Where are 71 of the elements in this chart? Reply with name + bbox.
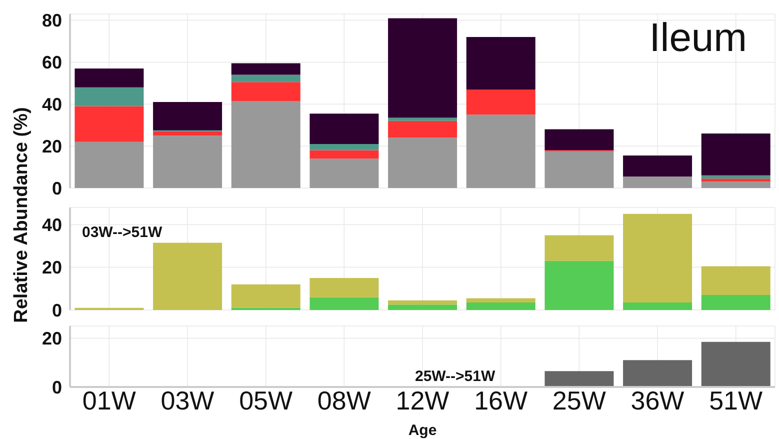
bar xyxy=(466,302,536,310)
y-tick-label: 20 xyxy=(42,328,62,349)
bar xyxy=(701,266,770,296)
bar xyxy=(544,151,614,188)
bar xyxy=(388,120,458,138)
y-tick-label: 60 xyxy=(42,52,62,73)
bar xyxy=(310,158,379,188)
bar xyxy=(310,278,379,298)
x-tick-label: 16W xyxy=(474,385,528,416)
y-tick-label: 40 xyxy=(42,94,62,115)
bar xyxy=(310,114,379,144)
bar xyxy=(623,156,692,176)
x-tick-label: 25W xyxy=(552,385,606,416)
bar xyxy=(466,114,536,188)
bar xyxy=(153,242,222,310)
chart-title: Ileum xyxy=(649,16,747,61)
x-axis-title: Age xyxy=(408,422,437,439)
bar xyxy=(544,129,614,150)
bar xyxy=(701,133,770,176)
bar xyxy=(623,302,692,310)
bar xyxy=(544,235,614,261)
bar xyxy=(74,68,144,88)
bar xyxy=(231,101,300,188)
bar xyxy=(701,342,770,387)
x-tick-label: 51W xyxy=(709,385,764,416)
bar xyxy=(388,18,458,118)
annotation: 03W-->51W xyxy=(82,224,162,241)
bar xyxy=(74,142,144,188)
y-tick-label: 0 xyxy=(52,178,62,198)
bar xyxy=(701,182,770,188)
bar xyxy=(310,150,379,159)
y-tick-label: 0 xyxy=(52,300,62,320)
bar xyxy=(701,295,770,310)
bar xyxy=(74,106,144,142)
bar xyxy=(310,144,379,150)
bar xyxy=(466,37,536,90)
bar xyxy=(388,138,458,188)
annotation: 25W-->51W xyxy=(415,368,496,385)
bar xyxy=(388,304,458,310)
bar xyxy=(544,260,614,310)
x-tick-label: 08W xyxy=(317,385,372,416)
y-tick-label: 40 xyxy=(42,214,62,235)
bar xyxy=(153,102,222,130)
bar xyxy=(153,136,222,188)
bar xyxy=(466,298,536,303)
y-tick-label: 20 xyxy=(42,258,62,278)
x-tick-label: 05W xyxy=(239,385,294,416)
bar xyxy=(466,89,536,115)
bar xyxy=(74,87,144,106)
x-tick-label: 01W xyxy=(82,385,136,416)
bar xyxy=(544,371,614,387)
bar xyxy=(388,118,458,121)
bar xyxy=(623,176,692,188)
x-tick-label: 12W xyxy=(396,385,450,416)
bar xyxy=(231,63,300,75)
bar xyxy=(231,74,300,82)
bar xyxy=(701,175,770,179)
y-tick-label: 80 xyxy=(42,10,62,31)
y-tick-label: 20 xyxy=(42,136,62,156)
x-tick-label: 03W xyxy=(160,385,215,416)
bar xyxy=(310,297,379,310)
bar xyxy=(231,284,300,308)
bar xyxy=(623,214,692,303)
bar xyxy=(388,300,458,305)
bar xyxy=(231,82,300,101)
y-tick-label: 0 xyxy=(52,377,62,398)
x-tick-label: 36W xyxy=(630,385,685,416)
bar xyxy=(623,360,692,387)
y-axis-title: Relative Abundance (%) xyxy=(11,107,33,323)
bar xyxy=(701,178,770,182)
bar xyxy=(153,131,222,136)
